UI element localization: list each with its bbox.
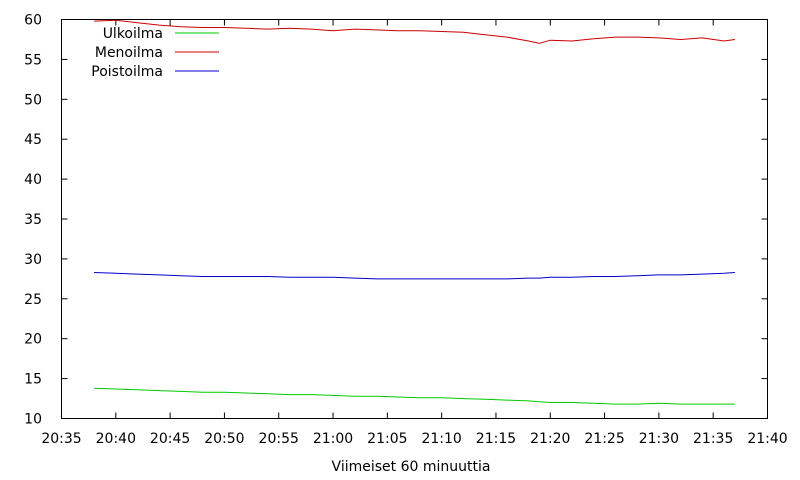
x-tick-label: 21:05 bbox=[367, 431, 407, 447]
x-tick-label: 21:25 bbox=[584, 431, 624, 447]
x-tick-label: 21:20 bbox=[530, 431, 570, 447]
y-tick-label: 15 bbox=[24, 372, 42, 388]
x-tick-label: 21:00 bbox=[313, 431, 353, 447]
y-axis: 10 15 20 25 30 35 40 45 50 55 60 bbox=[24, 13, 768, 428]
x-tick-label: 21:30 bbox=[639, 431, 679, 447]
x-tick-label: 21:15 bbox=[476, 431, 516, 447]
series-line-menoilma bbox=[94, 19, 735, 44]
x-axis-label: Viimeiset 60 minuuttia bbox=[332, 459, 491, 475]
legend-label-ulkoilma: Ulkoilma bbox=[103, 26, 163, 42]
y-tick-label: 55 bbox=[24, 52, 42, 68]
y-tick-label: 45 bbox=[24, 132, 42, 148]
y-tick-label: 10 bbox=[24, 412, 42, 428]
x-tick-label: 21:35 bbox=[693, 431, 733, 447]
legend-label-poistoilma: Poistoilma bbox=[91, 64, 163, 80]
y-tick-label: 50 bbox=[24, 92, 42, 108]
series-layer bbox=[94, 19, 735, 405]
y-tick-label: 40 bbox=[24, 172, 42, 188]
series-line-ulkoilma bbox=[94, 387, 735, 405]
y-tick-label: 20 bbox=[24, 332, 42, 348]
y-tick-label: 35 bbox=[24, 212, 42, 228]
y-tick-label: 60 bbox=[24, 13, 42, 29]
y-tick-label: 30 bbox=[24, 252, 42, 268]
x-tick-label: 20:50 bbox=[204, 431, 244, 447]
x-tick-label: 20:40 bbox=[96, 431, 136, 447]
x-tick-label: 20:35 bbox=[41, 431, 81, 447]
plot-frame bbox=[61, 19, 768, 419]
series-line-poistoilma bbox=[94, 272, 735, 280]
x-tick-label: 21:10 bbox=[421, 431, 461, 447]
y-tick-label: 25 bbox=[24, 292, 42, 308]
x-axis: 20:35 20:40 20:45 20:50 20:55 21:00 21:05 21:10… bbox=[41, 19, 788, 447]
x-tick-label: 21:40 bbox=[747, 431, 787, 447]
x-tick-label: 20:55 bbox=[259, 431, 299, 447]
legend: Ulkoilma Menoilma Poistoilma bbox=[91, 26, 219, 80]
x-tick-label: 20:45 bbox=[150, 431, 190, 447]
legend-label-menoilma: Menoilma bbox=[95, 45, 163, 61]
